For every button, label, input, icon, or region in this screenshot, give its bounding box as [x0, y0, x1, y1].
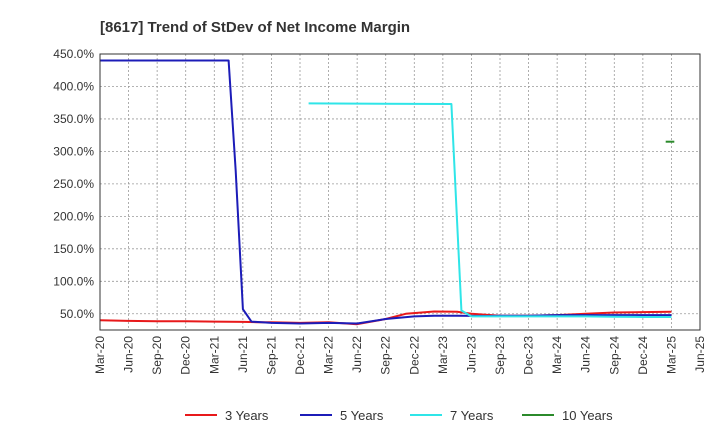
y-axis-ticks: 450.0% 400.0% 350.0% 300.0% 250.0% 200.0% 150.… [53, 47, 94, 321]
grid [99, 53, 701, 330]
x-tick-label: Jun-25 [693, 336, 707, 373]
x-tick-label: Jun-20 [122, 336, 136, 373]
x-tick-label: Jun-23 [464, 336, 478, 373]
x-tick-label: Mar-20 [93, 336, 107, 374]
x-tick-label: Dec-21 [293, 336, 307, 375]
y-tick-label: 100.0% [53, 274, 94, 288]
x-tick-label: Sep-24 [607, 336, 621, 375]
x-tick-label: Jun-21 [236, 336, 250, 373]
legend: 3 Years 5 Years 7 Years 10 Years [185, 408, 613, 423]
x-tick-label: Mar-25 [664, 336, 678, 374]
x-tick-label: Mar-23 [436, 336, 450, 374]
x-tick-label: Dec-23 [522, 336, 536, 375]
legend-label: 10 Years [562, 408, 613, 423]
x-axis-ticks: Mar-20 Jun-20 Sep-20 Dec-20 Mar-21 Jun-21 Sep-… [93, 336, 707, 375]
x-tick-label: Mar-22 [322, 336, 336, 374]
x-tick-label: Sep-22 [379, 336, 393, 375]
y-tick-label: 200.0% [53, 209, 94, 223]
x-tick-label: Dec-20 [179, 336, 193, 375]
chart-title: [8617] Trend of StDev of Net Income Marg… [100, 19, 410, 36]
y-tick-label: 450.0% [53, 47, 94, 61]
x-tick-label: Dec-24 [636, 336, 650, 375]
x-tick-label: Jun-22 [350, 336, 364, 373]
x-tick-label: Jun-24 [579, 336, 593, 373]
legend-label: 3 Years [225, 408, 269, 423]
y-tick-label: 150.0% [53, 242, 94, 256]
y-tick-label: 250.0% [53, 177, 94, 191]
plot-area [100, 54, 700, 330]
y-tick-label: 350.0% [53, 112, 94, 126]
y-tick-label: 300.0% [53, 144, 94, 158]
plot-border [99, 53, 701, 331]
legend-label: 7 Years [450, 408, 494, 423]
x-tick-label: Mar-24 [550, 336, 564, 374]
series-line-5-years [100, 59, 672, 325]
x-tick-label: Mar-21 [207, 336, 221, 374]
series-line-7-years [308, 102, 672, 318]
x-tick-label: Dec-22 [407, 336, 421, 375]
x-tick-label: Sep-21 [264, 336, 278, 375]
y-tick-label: 50.0% [60, 307, 94, 321]
x-tick-label: Sep-23 [493, 336, 507, 375]
series-lines [99, 59, 675, 326]
y-tick-label: 400.0% [53, 79, 94, 93]
x-tick-label: Sep-20 [150, 336, 164, 375]
legend-label: 5 Years [340, 408, 384, 423]
